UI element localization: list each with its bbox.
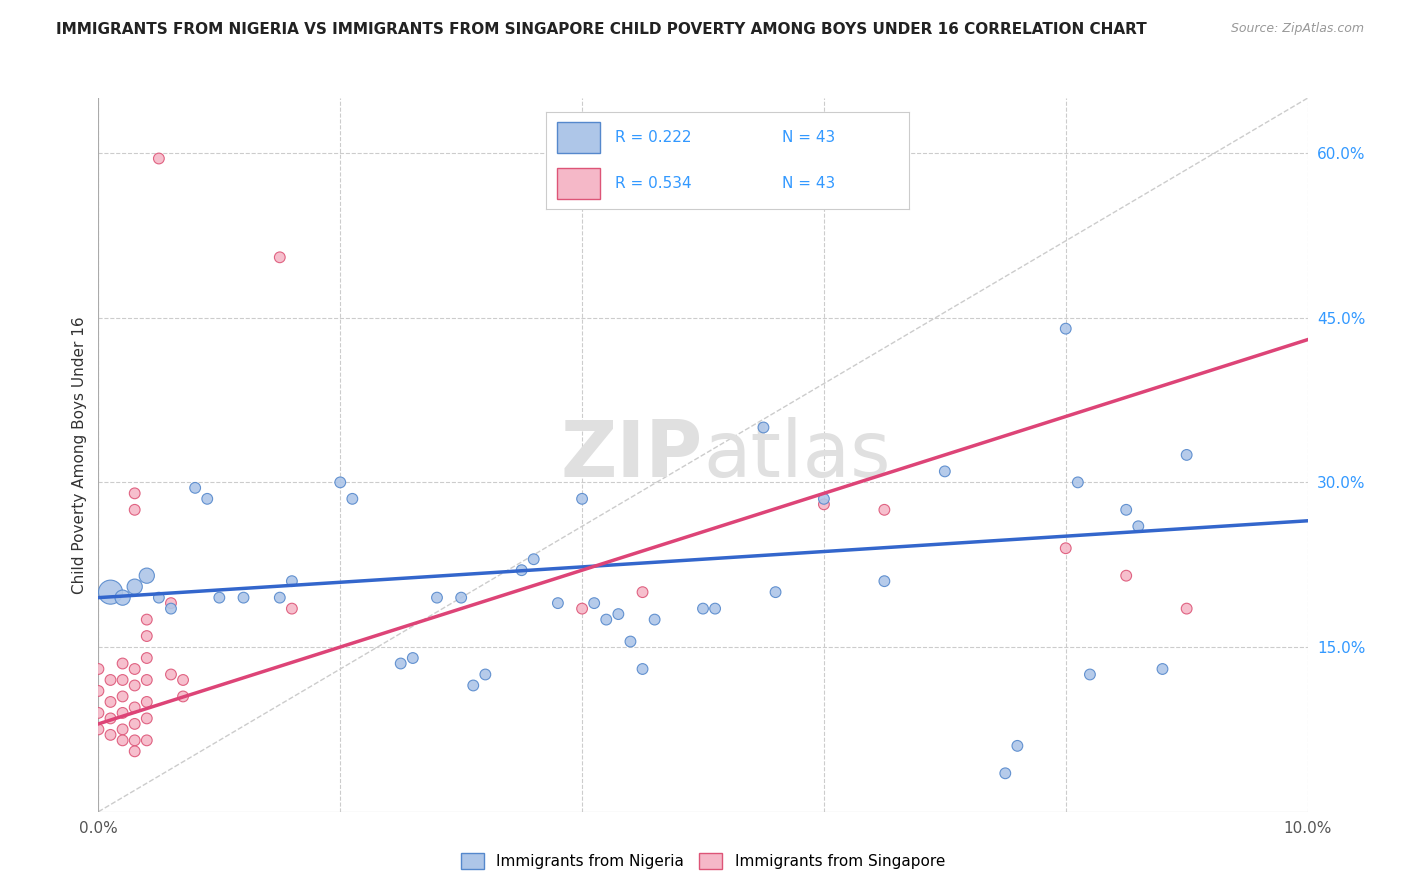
Point: [87, 684, 110, 698]
Point: [644, 613, 666, 627]
Point: [100, 728, 122, 742]
Point: [111, 657, 134, 671]
Point: [111, 706, 134, 720]
Text: ZIP: ZIP: [561, 417, 703, 493]
Point: [426, 591, 449, 605]
Text: atlas: atlas: [703, 417, 890, 493]
Point: [160, 596, 183, 610]
Point: [100, 695, 122, 709]
Point: [135, 629, 157, 643]
Legend: Immigrants from Nigeria, Immigrants from Singapore: Immigrants from Nigeria, Immigrants from…: [456, 847, 950, 875]
Point: [111, 673, 134, 687]
Point: [100, 711, 122, 725]
Point: [595, 613, 617, 627]
Point: [172, 690, 194, 704]
Point: [607, 607, 630, 621]
Point: [571, 601, 593, 615]
Text: IMMIGRANTS FROM NIGERIA VS IMMIGRANTS FROM SINGAPORE CHILD POVERTY AMONG BOYS UN: IMMIGRANTS FROM NIGERIA VS IMMIGRANTS FR…: [56, 22, 1147, 37]
Point: [208, 591, 231, 605]
Point: [124, 700, 146, 714]
Point: [135, 733, 157, 747]
Point: [704, 601, 727, 615]
Text: Source: ZipAtlas.com: Source: ZipAtlas.com: [1230, 22, 1364, 36]
Point: [402, 651, 425, 665]
Point: [135, 695, 157, 709]
Point: [752, 420, 775, 434]
Point: [124, 717, 146, 731]
Point: [160, 601, 183, 615]
Point: [148, 152, 170, 166]
Point: [281, 574, 304, 589]
Point: [124, 733, 146, 747]
Point: [873, 574, 896, 589]
Point: [583, 596, 606, 610]
Point: [124, 678, 146, 692]
Point: [329, 475, 352, 490]
Point: [1054, 321, 1077, 335]
Point: [389, 657, 412, 671]
Point: [934, 464, 956, 478]
Point: [450, 591, 472, 605]
Point: [269, 591, 291, 605]
Point: [124, 580, 146, 594]
Point: [111, 690, 134, 704]
Point: [1152, 662, 1174, 676]
Point: [631, 585, 654, 599]
Point: [631, 662, 654, 676]
Point: [692, 601, 714, 615]
Point: [1128, 519, 1150, 533]
Point: [135, 673, 157, 687]
Point: [547, 596, 569, 610]
Point: [184, 481, 207, 495]
Point: [87, 706, 110, 720]
Point: [1115, 568, 1137, 582]
Point: [135, 613, 157, 627]
Point: [111, 733, 134, 747]
Point: [342, 491, 364, 506]
Point: [135, 711, 157, 725]
Point: [1175, 448, 1198, 462]
Point: [232, 591, 254, 605]
Point: [1115, 503, 1137, 517]
Point: [523, 552, 546, 566]
Point: [1054, 541, 1077, 556]
Point: [1067, 475, 1090, 490]
Point: [148, 591, 170, 605]
Point: [463, 678, 485, 692]
Point: [124, 662, 146, 676]
Y-axis label: Child Poverty Among Boys Under 16: Child Poverty Among Boys Under 16: [72, 316, 87, 594]
Point: [135, 651, 157, 665]
Point: [765, 585, 787, 599]
Point: [1078, 667, 1101, 681]
Point: [172, 673, 194, 687]
Point: [100, 673, 122, 687]
Point: [87, 662, 110, 676]
Point: [619, 634, 641, 648]
Point: [281, 601, 304, 615]
Point: [100, 585, 122, 599]
Point: [160, 667, 183, 681]
Point: [111, 591, 134, 605]
Point: [269, 250, 291, 264]
Point: [510, 563, 533, 577]
Point: [124, 503, 146, 517]
Point: [195, 491, 218, 506]
Point: [87, 723, 110, 737]
Point: [1175, 601, 1198, 615]
Point: [813, 491, 835, 506]
Point: [813, 497, 835, 511]
Point: [873, 503, 896, 517]
Point: [1007, 739, 1029, 753]
Point: [124, 744, 146, 758]
Point: [111, 723, 134, 737]
Point: [124, 486, 146, 500]
Point: [135, 568, 157, 582]
Point: [571, 491, 593, 506]
Point: [474, 667, 496, 681]
Point: [994, 766, 1017, 780]
